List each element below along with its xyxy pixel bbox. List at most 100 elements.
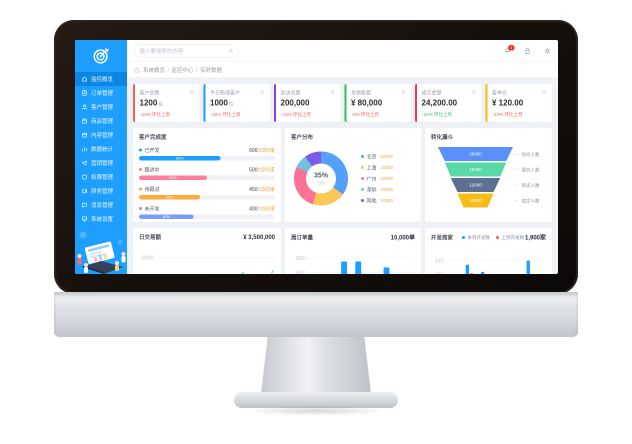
breadcrumb-item-2[interactable]: 监控中心: [171, 67, 194, 74]
legend-dot: [139, 187, 142, 191]
sidebar-item-2[interactable]: 订单管理: [75, 86, 127, 100]
card-gear-icon[interactable]: [330, 90, 336, 96]
stat-card-1: 客户总数 1200位 ↑10% 环比上周: [133, 84, 200, 122]
bar-chart: 900060003000: [296, 255, 415, 274]
breadcrumb-item-3[interactable]: 实时数据: [200, 67, 223, 74]
legend-item-1: 本周开发数: [462, 234, 490, 241]
stat-card-3: 总访问量 200,000 ↑15% 环比上月: [274, 84, 341, 122]
grouped-bar-chart: 300020001000: [435, 258, 546, 274]
panel-customer-distribution: 客户分布 35% 占比 北京 10000 上海 10000 广州 10000 深圳 10000…: [285, 128, 421, 222]
svg-text:40000: 40000: [142, 273, 155, 274]
stat-card-value: 24,200.00: [421, 99, 458, 108]
chart-legend: 本周开发数 上周开发数: [462, 234, 524, 241]
panel-total: 10,000单: [390, 234, 415, 241]
progress-label: 已开发: [144, 148, 160, 154]
progress-row-2: 跟进中 500/1000家 50%: [139, 166, 275, 180]
card-gear-icon[interactable]: [542, 90, 548, 96]
content-icon: [82, 132, 88, 138]
legend-dot: [361, 198, 364, 202]
card-accent-bar: [415, 84, 417, 122]
monitor-shadow: [244, 406, 388, 416]
stat-card-title: 总销售额: [351, 90, 371, 97]
funnel-step-3: 12000 商谈人数: [438, 178, 546, 192]
sidebar-item-label: 数据统计: [91, 146, 113, 153]
breadcrumb: 系统概览 / 监控中心 / 实时数据: [127, 62, 558, 78]
sidebar-item-3[interactable]: 客户管理: [75, 100, 127, 114]
stat-card-title: 客户总数: [139, 90, 160, 97]
sidebar-illustration: [75, 228, 127, 274]
stat-card-trend: ↑5% 环比上月: [351, 112, 380, 117]
progress-label: 跟进中: [144, 167, 160, 174]
funnel-connector: [514, 184, 519, 186]
app-logo[interactable]: [75, 40, 127, 72]
progress-fill: 60%: [139, 156, 221, 161]
notification-bell-icon[interactable]: 5: [504, 44, 515, 54]
order-icon: [82, 90, 88, 96]
donut-legend-item-2: 上海 10000: [361, 164, 393, 171]
card-gear-icon[interactable]: [189, 90, 195, 96]
panel-title: 开发商家: [431, 234, 453, 241]
stat-card-trend: ↑20% 环比上月: [421, 112, 453, 117]
stat-card-trend: ↑10% 环比上周: [139, 112, 171, 117]
sidebar-item-9[interactable]: 财务管理: [75, 184, 127, 198]
stat-card-title: 成交金额: [421, 90, 442, 97]
sidebar-item-4[interactable]: 商品管理: [75, 114, 127, 128]
legend-item-2: 上周开发数: [496, 234, 524, 241]
card-gear-icon[interactable]: [471, 90, 477, 96]
donut-center-value: 35%: [313, 171, 329, 179]
sidebar-item-1[interactable]: 监控概览: [75, 72, 127, 86]
monitor-stand-base: [234, 392, 398, 408]
funnel-chart: 20000 访问人数 15000 意向人数 12000 商谈人数 10000 成交人数: [438, 147, 546, 208]
stat-card-trend: ↑15% 环比上月: [280, 112, 312, 117]
funnel-connector: [514, 153, 519, 155]
permission-icon: [82, 174, 88, 180]
topbar-icons: 5: [504, 44, 551, 54]
card-gear-icon[interactable]: [260, 90, 266, 96]
progress-row-3: 待跟进 450/1000家 45%: [139, 185, 275, 200]
svg-text:9000: 9000: [296, 255, 305, 262]
progress-value: 400/1000家: [249, 206, 275, 213]
progress-fill: 40%: [139, 214, 194, 219]
legend-dot: [462, 235, 465, 239]
breadcrumb-item-1[interactable]: 系统概览: [143, 67, 165, 74]
stat-card-trend: ↑10% 环比上月: [492, 112, 523, 117]
customer-icon: [82, 104, 88, 110]
settings-gear-icon[interactable]: [544, 47, 551, 54]
legend-dot: [361, 176, 364, 180]
lock-icon[interactable]: [524, 47, 531, 54]
legend-dot: [496, 235, 500, 239]
legend-dot: [361, 165, 364, 169]
donut-center-label: 占比: [317, 180, 325, 186]
svg-text:3000: 3000: [435, 258, 444, 265]
donut-legend-item-4: 深圳 10000: [361, 186, 393, 193]
stat-card-unit: 位: [158, 101, 163, 107]
sidebar-item-6[interactable]: 数据统计: [75, 142, 127, 156]
svg-text:50000: 50000: [142, 255, 155, 262]
panel-conversion-funnel: 转化漏斗 20000 访问人数 15000 意向人数 12000 商谈人数 10000 成交人…: [425, 128, 552, 222]
progress-track: 45%: [139, 195, 275, 200]
sidebar-item-11[interactable]: 系统设置: [75, 212, 127, 226]
funnel-value: 10000: [469, 198, 482, 203]
search-input[interactable]: 输入要搜索的内容: [134, 44, 239, 58]
legend-dot: [139, 148, 142, 152]
sidebar-item-label: 监控概览: [91, 76, 113, 83]
sidebar-item-10[interactable]: 消息管理: [75, 198, 127, 212]
stat-card-title: 今日新增客户: [210, 90, 240, 97]
panel-customer-progress: 客户完成度 已开发 600/1000家 60% 跟进中 500/1000家 50% 待跟进 4…: [133, 128, 281, 222]
funnel-step-4: 10000 成交人数: [438, 193, 546, 208]
sidebar-item-8[interactable]: 权限管理: [75, 170, 127, 184]
panel-title: 日交易额: [139, 234, 161, 241]
sidebar-item-7[interactable]: 营销管理: [75, 156, 127, 170]
dashboard-screen: 监控概览订单管理客户管理 商品管理 内容管理数据统计营销管理 权限管理 财务管理 消息管理…: [75, 40, 558, 274]
marketing-icon: [82, 160, 88, 166]
product-icon: [82, 118, 88, 124]
sidebar-item-label: 订单管理: [91, 90, 113, 97]
sidebar-item-5[interactable]: 内容管理: [75, 128, 127, 142]
stat-card-value: ¥ 80,000: [351, 99, 383, 108]
card-gear-icon[interactable]: [401, 90, 407, 96]
monitor-stand-neck: [261, 337, 371, 394]
card-accent-bar: [203, 84, 206, 122]
card-accent-bar: [485, 84, 488, 122]
